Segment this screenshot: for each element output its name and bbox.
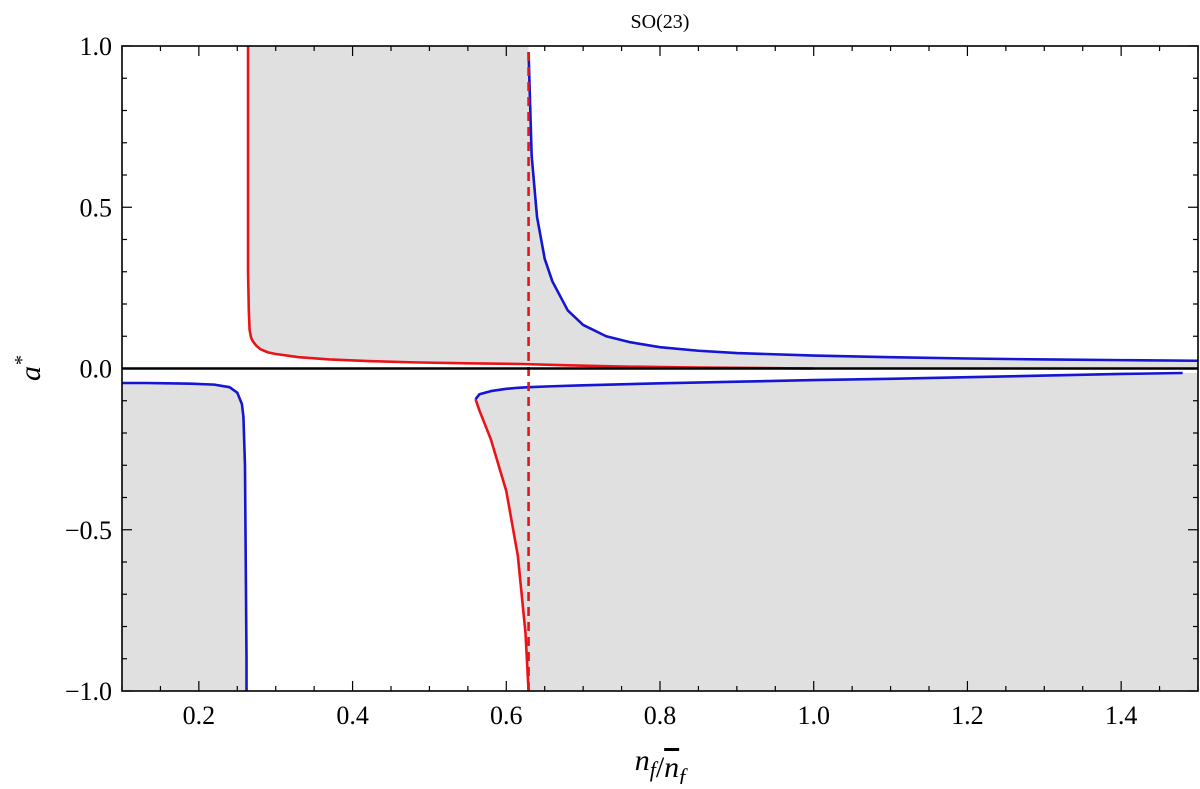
- y-tick-label: 0.5: [80, 193, 113, 222]
- series-line-4: [474, 398, 530, 692]
- x-tick-label: 0.8: [644, 701, 677, 730]
- x-tick-labels: 0.2 0.4 0.6 0.8 1.0 1.2 1.4: [183, 701, 1138, 730]
- y-tick-labels: −1.0 −0.5 0.0 0.5 1.0: [65, 32, 112, 706]
- shaded-region-2: [528, 52, 1198, 369]
- series-line-2: [527, 52, 1199, 363]
- y-tick-label: 0.0: [80, 355, 113, 384]
- x-axis-label: nf/nf: [635, 744, 688, 784]
- x-tick-label: 1.0: [797, 701, 830, 730]
- x-tick-label: 1.4: [1105, 701, 1138, 730]
- series-line-5: [474, 371, 1183, 400]
- shaded-region-1: [248, 46, 529, 364]
- shaded-region-4: [475, 387, 529, 691]
- chart-title: SO(23): [631, 11, 690, 33]
- x-tick-label: 0.6: [490, 701, 523, 730]
- y-axis-label: a*: [11, 356, 47, 381]
- y-tick-label: 1.0: [80, 32, 113, 61]
- shaded-region-5: [528, 372, 1198, 691]
- tick-marks: [121, 45, 1199, 692]
- x-tick-label: 0.2: [183, 701, 216, 730]
- series-lines: [122, 46, 1199, 692]
- series-line-3: [122, 381, 248, 691]
- series-line-1: [246, 46, 814, 370]
- x-tick-label: 0.4: [336, 701, 369, 730]
- y-tick-label: −1.0: [65, 677, 112, 706]
- shaded-region-3: [122, 383, 247, 691]
- x-tick-label: 1.2: [951, 701, 984, 730]
- y-tick-label: −0.5: [65, 516, 112, 545]
- shaded-regions: [122, 46, 1198, 691]
